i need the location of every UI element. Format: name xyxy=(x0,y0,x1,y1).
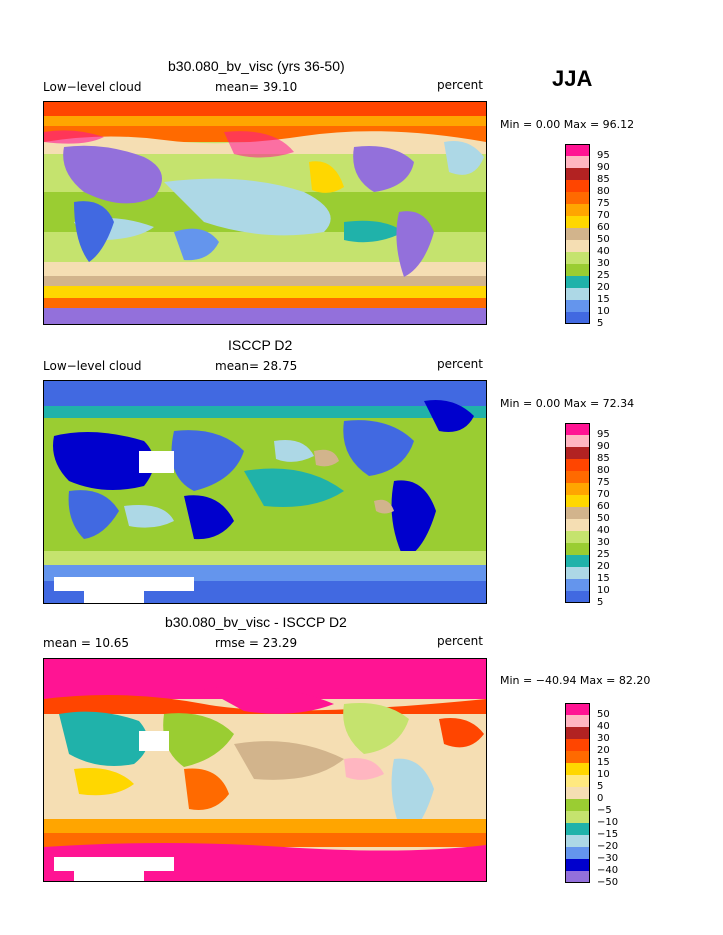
legend-label: 75 xyxy=(597,477,610,488)
legend-label: 70 xyxy=(597,489,610,500)
legend-label: 85 xyxy=(597,453,610,464)
panel-3-legend: 50 40 30 20 15 10 5 0 −5 −10 −15 −20 −30… xyxy=(565,703,629,888)
legend-label: 70 xyxy=(597,210,610,221)
legend-label: 60 xyxy=(597,222,610,233)
legend-label: −15 xyxy=(597,829,619,840)
legend-label: 80 xyxy=(597,465,610,476)
legend-label: 15 xyxy=(597,294,610,305)
legend-label: 85 xyxy=(597,174,610,185)
legend-label: 20 xyxy=(597,561,610,572)
legend-label: 20 xyxy=(597,745,610,756)
panel-3-title: b30.080_bv_visc - ISCCP D2 xyxy=(165,614,347,630)
legend-frame xyxy=(565,703,590,883)
panel-2-title: ISCCP D2 xyxy=(228,337,293,353)
legend-label: −20 xyxy=(597,841,619,852)
legend-label: 15 xyxy=(597,757,610,768)
legend-label: 10 xyxy=(597,769,610,780)
panel-1-map xyxy=(43,101,487,325)
panel-2-legend: 95 90 85 80 75 70 60 50 40 30 25 20 15 1… xyxy=(565,423,625,608)
legend-label: 50 xyxy=(597,709,610,720)
legend-frame xyxy=(565,423,590,603)
legend-label: 25 xyxy=(597,270,610,281)
legend-label: 5 xyxy=(597,318,604,329)
panel-2-field-label: Low−level cloud xyxy=(43,359,142,373)
legend-label: −10 xyxy=(597,817,619,828)
season-label: JJA xyxy=(552,66,593,91)
panel-2-mean: mean= 28.75 xyxy=(215,359,298,373)
legend-label: 90 xyxy=(597,441,610,452)
legend-label: 30 xyxy=(597,258,610,269)
legend-label: −5 xyxy=(597,805,612,816)
legend-label: 10 xyxy=(597,585,610,596)
panel-2-units: percent xyxy=(437,357,483,371)
legend-label: 50 xyxy=(597,234,610,245)
legend-label: 0 xyxy=(597,793,604,804)
legend-label: 95 xyxy=(597,150,610,161)
legend-label: 60 xyxy=(597,501,610,512)
legend-label: 30 xyxy=(597,733,610,744)
legend-label: 20 xyxy=(597,282,610,293)
panel-1-mean: mean= 39.10 xyxy=(215,80,298,94)
legend-label: 5 xyxy=(597,781,604,792)
legend-label: 5 xyxy=(597,597,604,608)
legend-label: 40 xyxy=(597,721,610,732)
legend-label: 30 xyxy=(597,537,610,548)
panel-3-rmse: rmse = 23.29 xyxy=(215,636,298,650)
panel-3-min-max: Min = −40.94 Max = 82.20 xyxy=(500,674,651,687)
panel-1-title: b30.080_bv_visc (yrs 36-50) xyxy=(168,58,345,74)
panel-1-legend: 95 90 85 80 75 70 60 50 40 30 25 20 15 1… xyxy=(565,144,625,329)
legend-label: 95 xyxy=(597,429,610,440)
legend-label: 40 xyxy=(597,246,610,257)
legend-label: −50 xyxy=(597,877,619,888)
panel-3-map xyxy=(43,658,487,882)
legend-label: 90 xyxy=(597,162,610,173)
legend-label: 80 xyxy=(597,186,610,197)
legend-frame xyxy=(565,144,590,324)
panel-1-min-max: Min = 0.00 Max = 96.12 xyxy=(500,118,635,131)
legend-label: −40 xyxy=(597,865,619,876)
legend-label: 15 xyxy=(597,573,610,584)
panel-1-units: percent xyxy=(437,78,483,92)
panel-3-units: percent xyxy=(437,634,483,648)
legend-label: 25 xyxy=(597,549,610,560)
panel-3-mean: mean = 10.65 xyxy=(43,636,130,650)
legend-label: 50 xyxy=(597,513,610,524)
panel-1-field-label: Low−level cloud xyxy=(43,80,142,94)
legend-label: 10 xyxy=(597,306,610,317)
legend-label: 40 xyxy=(597,525,610,536)
panel-2-map xyxy=(43,380,487,604)
legend-label: −30 xyxy=(597,853,619,864)
panel-2-min-max: Min = 0.00 Max = 72.34 xyxy=(500,397,635,410)
legend-label: 75 xyxy=(597,198,610,209)
